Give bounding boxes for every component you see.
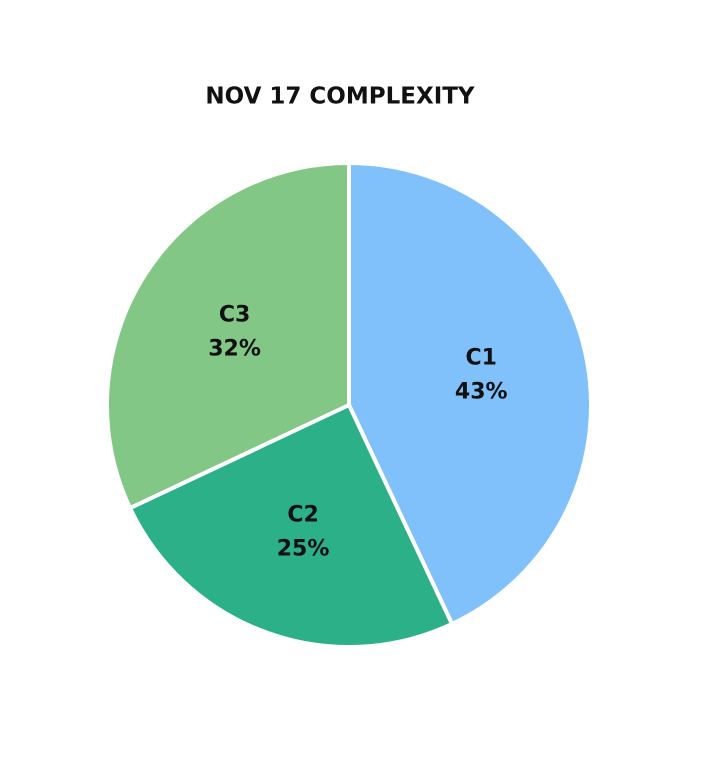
pie-slice (105, 161, 351, 511)
slice-category: C2 (287, 503, 318, 528)
slice-value-label: 43% (455, 379, 508, 404)
pie-slice (128, 403, 455, 649)
slice-value-label: 25% (277, 537, 330, 562)
slice-value-label: 32% (208, 336, 261, 361)
chart-title: NOV 17 COMPLEXITY (205, 84, 475, 110)
slice-category: C1 (466, 345, 497, 370)
pie-slice (347, 161, 593, 626)
slice-category: C3 (219, 302, 250, 327)
